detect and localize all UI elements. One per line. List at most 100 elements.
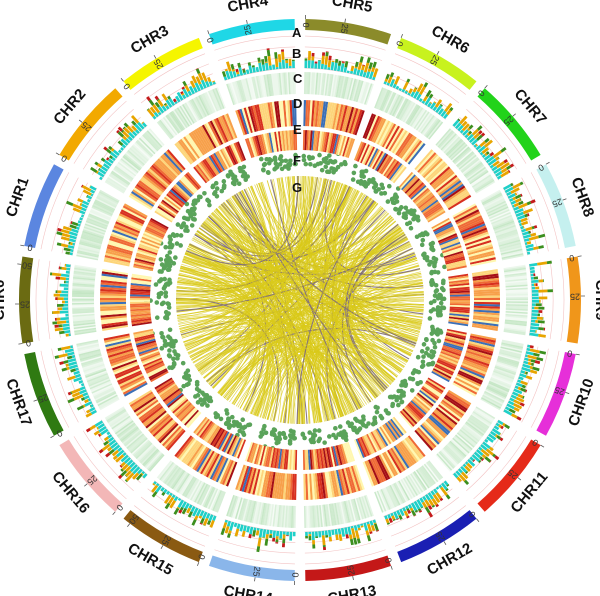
histogram-bar [536, 316, 543, 320]
density-cell [436, 453, 453, 471]
histogram-bar [479, 456, 482, 459]
link [189, 226, 401, 269]
heatmap-cell [131, 277, 152, 282]
density-cell [73, 324, 96, 330]
scatter-point [323, 164, 329, 170]
heatmap-cell [418, 391, 435, 405]
density-cell [445, 138, 463, 156]
histogram-bar [68, 364, 78, 370]
histogram-bar [521, 220, 529, 226]
density-cell [73, 320, 96, 325]
tick-mark [436, 51, 440, 55]
link [222, 203, 378, 398]
heatmap-cell [438, 355, 458, 366]
density-cell [450, 144, 468, 161]
heatmap-cell [386, 421, 400, 440]
histogram-bar [325, 52, 329, 57]
histogram-bar [112, 455, 118, 461]
heatmap-cell [109, 352, 135, 363]
histogram-bar [458, 474, 466, 482]
scatter-point [261, 426, 266, 432]
ideogram-chr17 [24, 351, 64, 436]
density-cell [356, 80, 364, 103]
ideogram-chr0 [18, 256, 34, 344]
density-cell [226, 494, 235, 517]
density-cell [74, 327, 97, 333]
density-cell [504, 324, 527, 330]
heatmap-cell [135, 183, 159, 201]
density-cell [348, 499, 355, 522]
heatmap-cell [449, 296, 470, 299]
density-cell [493, 370, 515, 380]
heatmap-cell [221, 433, 233, 452]
histogram-bar [67, 375, 76, 381]
scatter-point [332, 159, 338, 164]
density-cell [313, 72, 317, 95]
histogram-bar [478, 130, 483, 135]
heatmap-cell [196, 418, 210, 436]
heatmap-cell [205, 424, 218, 443]
histogram-bar [262, 529, 267, 538]
density-cell [465, 164, 485, 179]
histogram-gridline [473, 100, 527, 164]
density-cell [401, 101, 414, 122]
scatter-point [277, 431, 282, 436]
histogram-bar [83, 395, 90, 400]
heatmap-cell [430, 413, 452, 432]
density-cell [503, 264, 526, 270]
heatmap-cell [303, 473, 307, 500]
link [185, 184, 347, 267]
density-cell [137, 138, 155, 156]
density-cell [446, 139, 464, 157]
heatmap-cell [156, 380, 175, 393]
heatmap-cell [473, 284, 500, 289]
histogram-bar [157, 99, 164, 107]
heatmap-cell [254, 469, 263, 496]
heatmap-cell [294, 449, 298, 470]
histogram-bar [502, 422, 506, 427]
heatmap-cell [426, 208, 445, 222]
heatmap-cell [375, 456, 389, 481]
heatmap-cell [369, 149, 381, 168]
heatmap-cell [445, 333, 466, 341]
histogram-bar [69, 238, 76, 243]
density-cell [272, 504, 277, 527]
tick-label: 0 [476, 88, 487, 98]
histogram-bar [97, 423, 105, 430]
density-cell [143, 133, 160, 151]
scatter-point [420, 237, 426, 243]
density-cell [499, 351, 521, 359]
heatmap-cell [427, 210, 446, 223]
tick-label: 0 [569, 253, 576, 264]
histogram-bar [403, 510, 409, 517]
scatter-point [173, 338, 178, 344]
density-cell [454, 148, 472, 165]
scatter-point [181, 221, 187, 226]
histogram-bar [61, 367, 68, 372]
histogram-bar [90, 166, 98, 173]
histogram-gridline [46, 260, 51, 340]
density-cell [248, 500, 255, 523]
histogram-bar [513, 388, 523, 395]
histogram-bar [120, 454, 129, 463]
heatmap-cell [193, 166, 208, 184]
histogram-bar [61, 290, 69, 294]
heatmap-cell [206, 156, 220, 175]
heatmap-cell [362, 113, 375, 139]
density-cell [194, 97, 206, 118]
density-cell [466, 420, 486, 435]
heatmap-cell [329, 133, 336, 154]
histogram-bar [398, 87, 402, 92]
heatmap-cell [162, 198, 180, 212]
histogram-bar [122, 452, 127, 457]
heatmap-cell [100, 313, 127, 318]
heatmap-cell [364, 146, 376, 166]
density-cell [114, 419, 133, 434]
density-cell [473, 176, 493, 191]
heatmap-cell [473, 291, 500, 295]
heatmap-cell [230, 436, 240, 456]
histogram-bar [226, 520, 232, 527]
density-cell [505, 284, 528, 288]
heatmap-cell [279, 130, 284, 152]
